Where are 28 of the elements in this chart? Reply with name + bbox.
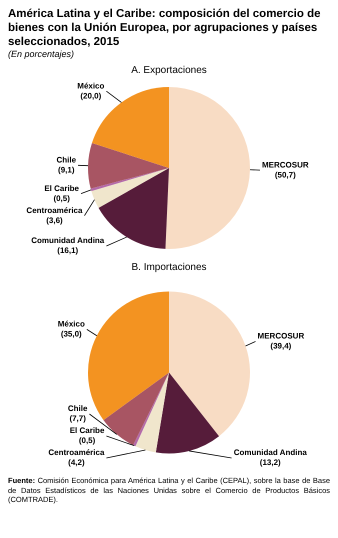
data-label: (20,0): [80, 92, 102, 101]
slice-label: Chile: [56, 156, 77, 165]
data-label: (7,7): [69, 414, 86, 424]
data-label: (35,0): [60, 330, 82, 339]
slice-label: Comunidad Andina: [31, 236, 105, 246]
data-label: (0,5): [78, 436, 96, 446]
chart-subtitle: (En porcentajes): [8, 49, 76, 60]
chart-title: América Latina y el Caribe: composición del comercio de bienes con la Unión Europea, por agrupaciones y países seleccionados, 2015: [8, 8, 322, 50]
data-label: (3,6): [46, 216, 64, 226]
data-label: (13,2): [260, 458, 282, 468]
slice-label: Chile: [68, 404, 88, 414]
slice-label: El Caribe: [70, 426, 105, 436]
slice-label: MERCOSUR: [258, 332, 304, 342]
slice-label: Centroamérica: [26, 206, 84, 216]
data-label: (4,2): [68, 458, 85, 468]
data-label: (0,5): [53, 194, 70, 204]
slice-label: MERCOSUR: [262, 160, 309, 170]
slice-label: México: [58, 320, 85, 329]
text: B. Importaciones: [130, 262, 208, 274]
slice-label: Comunidad Andina: [234, 448, 308, 458]
data-label: (9,1): [58, 166, 75, 175]
data-label: (50,7): [274, 170, 296, 180]
slice-label: México: [77, 82, 105, 91]
slice-label: Centroamérica: [48, 448, 105, 458]
slice-label: El Caribe: [44, 184, 80, 194]
data-label: (16,1): [57, 246, 79, 256]
data-label: (39,4): [270, 342, 292, 352]
text: A. Exportaciones: [130, 65, 208, 76]
